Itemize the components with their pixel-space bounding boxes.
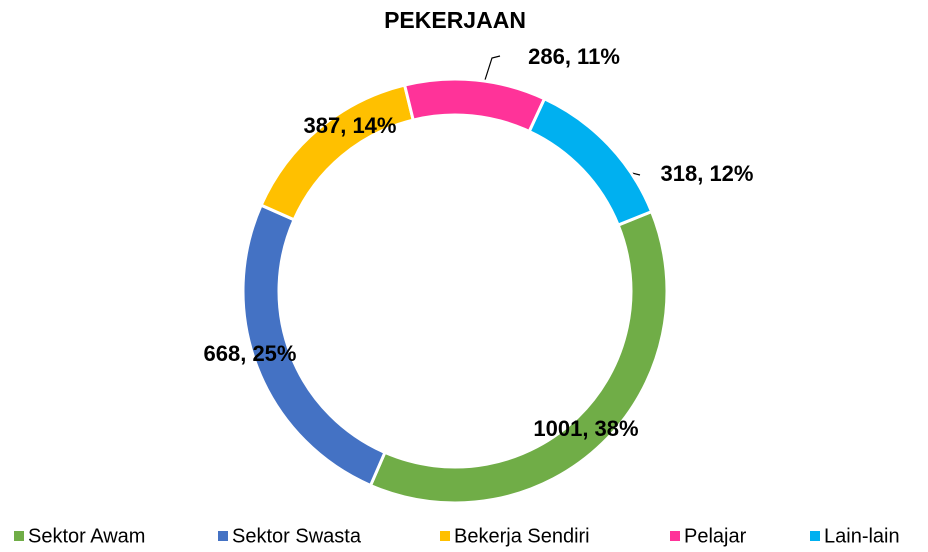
data-label: 668, 25% [204, 341, 297, 366]
data-label: 1001, 38% [533, 416, 638, 441]
legend-swatch [440, 531, 450, 541]
donut-slice [402, 77, 547, 134]
legend-swatch [218, 531, 228, 541]
chart-title: PEKERJAAN [384, 7, 526, 33]
donut-slice [368, 209, 669, 505]
data-label: 318, 12% [661, 161, 754, 186]
legend-swatch [810, 531, 820, 541]
data-label: 387, 14% [304, 113, 397, 138]
donut-slice [527, 96, 654, 228]
legend-label: Sektor Awam [28, 525, 145, 547]
donut-slice [259, 83, 415, 222]
legend-label: Pelajar [684, 525, 747, 547]
data-label: 286, 11% [528, 44, 620, 69]
legend-swatch [14, 531, 24, 541]
legend-label: Lain-lain [824, 525, 900, 547]
legend-swatch [670, 531, 680, 541]
legend-label: Sektor Swasta [232, 525, 362, 547]
legend-label: Bekerja Sendiri [454, 525, 590, 547]
